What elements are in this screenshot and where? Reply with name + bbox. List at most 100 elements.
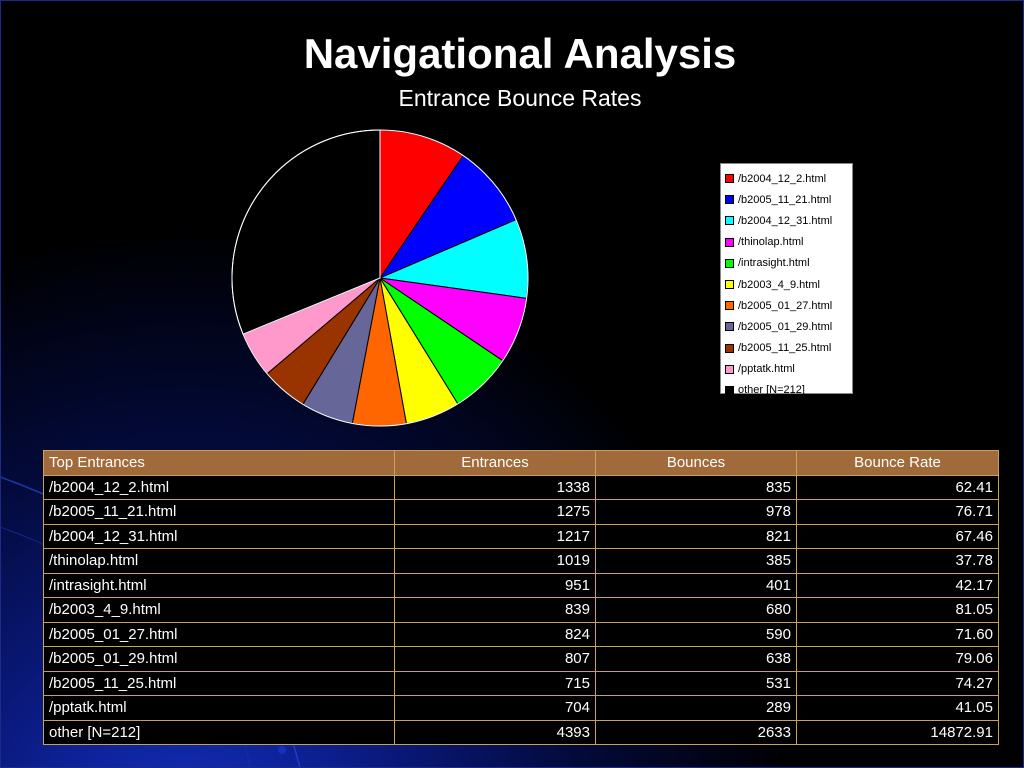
- table-cell: 835: [595, 474, 797, 500]
- table-cell: 67.46: [796, 523, 999, 549]
- legend-swatch: [725, 322, 734, 332]
- legend-item: /b2005_01_27.html: [725, 295, 852, 316]
- legend-item: /intrasight.html: [725, 253, 852, 274]
- legend-item: /b2003_4_9.html: [725, 274, 852, 295]
- legend-swatch: [725, 258, 734, 268]
- legend-label: other [N=212]: [738, 384, 805, 397]
- table-cell: 81.05: [796, 597, 999, 623]
- table-row: /b2003_4_9.html 839 680 81.05: [43, 597, 999, 623]
- table-cell: /thinolap.html: [43, 548, 395, 574]
- legend-swatch: [725, 216, 734, 226]
- table-row: /b2005_01_29.html 807 638 79.06: [43, 646, 999, 672]
- table-cell: 531: [595, 670, 797, 696]
- header-entrances: Entrances: [394, 450, 596, 476]
- table-cell: /b2005_11_25.html: [43, 670, 395, 696]
- legend-swatch: [725, 364, 734, 374]
- table-cell: 62.41: [796, 474, 999, 500]
- table-cell: /pptatk.html: [43, 695, 395, 721]
- legend-label: /pptatk.html: [738, 363, 795, 376]
- table-row: /b2005_11_21.html 1275 978 76.71: [43, 499, 999, 525]
- table-cell: /intrasight.html: [43, 572, 395, 598]
- table-cell: /b2005_11_21.html: [43, 499, 395, 525]
- legend-label: /b2004_12_2.html: [738, 172, 827, 185]
- table-cell: 4393: [394, 719, 596, 745]
- legend-swatch: [725, 343, 734, 353]
- table-cell: /b2005_01_27.html: [43, 621, 395, 647]
- pie-outline: [231, 129, 529, 427]
- table-cell: 37.78: [796, 548, 999, 574]
- table-cell: 807: [394, 646, 596, 672]
- table-cell: other [N=212]: [43, 719, 395, 745]
- table-cell: 1338: [394, 474, 596, 500]
- table-cell: 289: [595, 695, 797, 721]
- table-cell: 74.27: [796, 670, 999, 696]
- table-cell: 1275: [394, 499, 596, 525]
- slide-title: Navigational Analysis: [303, 30, 737, 77]
- legend-swatch: [725, 237, 734, 247]
- legend-label: /b2005_01_29.html: [738, 320, 833, 333]
- top-entrances-table: Top Entrances Entrances Bounces Bounce R…: [43, 450, 999, 745]
- legend-item: /thinolap.html: [725, 232, 852, 253]
- table-cell: 41.05: [796, 695, 999, 721]
- legend-swatch: [725, 280, 734, 290]
- table-cell: 951: [394, 572, 596, 598]
- table-cell: 824: [394, 621, 596, 647]
- legend-item: /b2005_11_25.html: [725, 338, 852, 359]
- legend-item: other [N=212]: [725, 380, 852, 401]
- header-bounces: Bounces: [595, 450, 797, 476]
- legend-swatch: [725, 195, 734, 205]
- table-cell: 821: [595, 523, 797, 549]
- table-cell: 839: [394, 597, 596, 623]
- legend-label: /b2004_12_31.html: [738, 214, 833, 227]
- table-cell: 42.17: [796, 572, 999, 598]
- table-cell: 71.60: [796, 621, 999, 647]
- legend-item: /b2005_11_21.html: [725, 189, 852, 210]
- legend-swatch: [725, 301, 734, 311]
- table-cell: 680: [595, 597, 797, 623]
- table-row: /pptatk.html 704 289 41.05: [43, 695, 999, 721]
- table-cell: 401: [595, 572, 797, 598]
- legend-swatch: [725, 174, 734, 184]
- table-cell: 638: [595, 646, 797, 672]
- slide-subtitle: Entrance Bounce Rates: [398, 85, 642, 111]
- legend-label: /b2003_4_9.html: [738, 278, 820, 291]
- header-bounce-rate: Bounce Rate: [796, 450, 999, 476]
- legend-item: /b2004_12_2.html: [725, 168, 852, 189]
- legend-label: /b2005_11_21.html: [738, 193, 832, 206]
- legend-swatch: [725, 385, 734, 395]
- table-cell: 14872.91: [796, 719, 999, 745]
- table-cell: 385: [595, 548, 797, 574]
- table-row: /thinolap.html 1019 385 37.78: [43, 548, 999, 574]
- table-cell: 715: [394, 670, 596, 696]
- header-top-entrances: Top Entrances: [43, 450, 395, 476]
- table-cell: 1019: [394, 548, 596, 574]
- table-row: /intrasight.html 951 401 42.17: [43, 572, 999, 598]
- legend-item: /b2005_01_29.html: [725, 316, 852, 337]
- legend-label: /intrasight.html: [738, 257, 810, 270]
- table-row: /b2005_01_27.html 824 590 71.60: [43, 621, 999, 647]
- table-header-row: Top Entrances Entrances Bounces Bounce R…: [43, 450, 999, 476]
- legend-label: /thinolap.html: [738, 236, 804, 249]
- table-cell: /b2004_12_31.html: [43, 523, 395, 549]
- table-row: /b2004_12_31.html 1217 821 67.46: [43, 523, 999, 549]
- legend-item: /pptatk.html: [725, 359, 852, 380]
- table-row: /b2005_11_25.html 715 531 74.27: [43, 670, 999, 696]
- table-cell: /b2005_01_29.html: [43, 646, 395, 672]
- pie-chart: [231, 129, 529, 427]
- chart-legend: /b2004_12_2.html/b2005_11_21.html/b2004_…: [720, 163, 853, 396]
- table-row: other [N=212] 4393 2633 14872.91: [43, 719, 999, 745]
- table-cell: 79.06: [796, 646, 999, 672]
- legend-label: /b2005_01_27.html: [738, 299, 833, 312]
- table-cell: /b2004_12_2.html: [43, 474, 395, 500]
- table-cell: 978: [595, 499, 797, 525]
- table-cell: 1217: [394, 523, 596, 549]
- table-cell: 76.71: [796, 499, 999, 525]
- table-cell: 590: [595, 621, 797, 647]
- table-body: /b2004_12_2.html 1338 835 62.41/b2005_11_21…: [43, 474, 999, 745]
- legend-label: /b2005_11_25.html: [738, 342, 832, 355]
- table-cell: 2633: [595, 719, 797, 745]
- table-cell: /b2003_4_9.html: [43, 597, 395, 623]
- legend-item: /b2004_12_31.html: [725, 210, 852, 231]
- table-cell: 704: [394, 695, 596, 721]
